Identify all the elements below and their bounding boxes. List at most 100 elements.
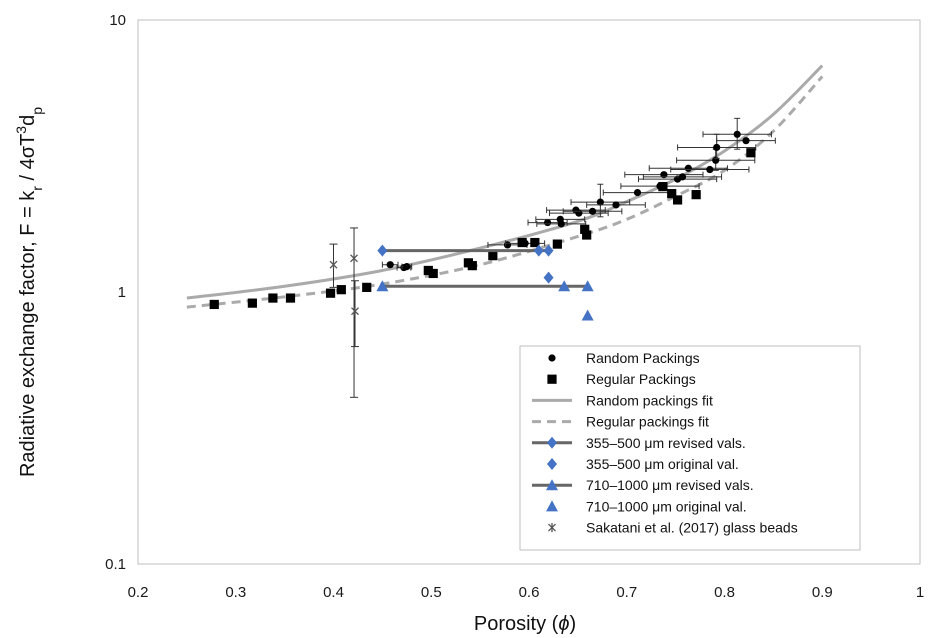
x-tick-label: 0.9	[812, 584, 833, 601]
legend-label: 710–1000 μm original val.	[586, 498, 747, 514]
data-point	[268, 293, 278, 303]
legend-item: Random Packings	[548, 350, 700, 366]
data-point	[713, 143, 721, 152]
data-point	[351, 306, 359, 316]
series-710-1000-m-revised-vals	[376, 280, 594, 292]
data-point	[543, 244, 554, 257]
legend-label: 355–500 μm revised vals.	[586, 435, 746, 451]
legend-swatch	[547, 374, 557, 384]
legend-swatch	[547, 436, 557, 449]
data-point	[742, 137, 750, 145]
data-point	[329, 260, 338, 270]
data-point	[575, 209, 583, 217]
legend-label: 355–500 μm original val.	[586, 456, 739, 472]
x-tick-label: 0.8	[714, 584, 735, 601]
legend-swatch	[547, 458, 557, 470]
x-tick-labels: 0.2 0.3 0.4 0.5 0.6 0.7 0.8 0.9 1	[128, 584, 925, 601]
data-point	[376, 280, 389, 292]
data-point	[362, 282, 372, 292]
legend-item: Regular packings fit	[532, 414, 709, 430]
x-tick-label: 0.4	[323, 584, 344, 601]
legend-item: 710–1000 μm original val.	[546, 498, 747, 514]
legend-item: Regular Packings	[547, 371, 696, 387]
x-tick-label: 0.3	[225, 584, 246, 601]
legend: Random Packings Regular Packings Random pa…	[519, 345, 861, 551]
series-355-500-m-original-val	[543, 271, 554, 284]
data-point	[580, 224, 590, 234]
data-point	[552, 239, 562, 249]
data-point	[658, 182, 668, 192]
data-point	[558, 280, 571, 292]
legend-box	[519, 345, 861, 551]
data-point	[503, 241, 512, 249]
data-point	[386, 261, 394, 269]
y-tick-labels: 0.1 1 10	[105, 12, 126, 573]
data-point	[247, 298, 257, 308]
data-point	[691, 190, 701, 200]
series-regular-packings	[209, 148, 756, 310]
x-tick-label: 0.5	[421, 584, 442, 601]
data-point	[377, 244, 388, 257]
legend-label: Regular Packings	[586, 371, 696, 387]
y-axis-title: Radiative exchange factor, F = kr / 4σT3…	[13, 107, 45, 477]
data-point	[530, 237, 540, 248]
data-point	[581, 309, 594, 321]
data-point	[678, 173, 687, 181]
fit-curve-regular-packings-fit	[186, 75, 824, 309]
y-tick-label: 1	[118, 284, 126, 301]
legend-swatch	[548, 523, 556, 533]
data-point	[209, 299, 219, 310]
data-point	[596, 198, 604, 206]
y-tick-label: 0.1	[105, 556, 126, 573]
data-points	[209, 117, 776, 398]
x-axis-title: Porosity (ϕ)	[474, 613, 576, 635]
legend-item: Random packings fit	[532, 392, 713, 408]
data-point	[325, 288, 336, 298]
x-tick-label: 0.2	[128, 584, 149, 601]
y-tick-label: 10	[109, 12, 126, 29]
series-710-1000-m-original-val	[581, 309, 594, 321]
legend-swatch	[548, 354, 556, 362]
data-point	[543, 218, 552, 227]
legend-swatch	[546, 479, 558, 491]
data-point	[517, 237, 527, 248]
data-point	[667, 189, 677, 199]
data-point	[612, 201, 620, 209]
data-point	[533, 244, 544, 257]
legend-item: 710–1000 μm revised vals.	[532, 477, 754, 493]
legend-label: Regular packings fit	[586, 414, 709, 430]
data-point	[712, 156, 720, 164]
data-point	[350, 253, 358, 263]
data-point	[581, 280, 594, 292]
data-point	[285, 293, 296, 303]
x-tick-label: 1	[916, 584, 924, 601]
legend-label: Random packings fit	[586, 392, 713, 408]
data-point	[543, 271, 554, 284]
data-point	[428, 268, 438, 279]
x-tick-label: 0.7	[616, 584, 637, 601]
legend-item: 355–500 μm original val.	[547, 456, 739, 472]
legend-label: 710–1000 μm revised vals.	[586, 477, 754, 493]
legend-label: Random Packings	[586, 350, 700, 366]
data-point	[672, 195, 683, 205]
x-tick-label: 0.6	[519, 584, 540, 601]
legend-label: Sakatani et al. (2017) glass beads	[586, 520, 798, 536]
data-point	[403, 262, 411, 271]
series-sakatani-et-al-2017-glass-beads	[329, 227, 360, 398]
series-355-500-m-revised-vals	[377, 244, 554, 257]
data-point	[633, 188, 642, 197]
data-point	[423, 265, 433, 276]
legend-item: Sakatani et al. (2017) glass beads	[548, 520, 798, 536]
legend-item: 355–500 μm revised vals.	[532, 435, 746, 451]
fit-curve-random-packings-fit	[186, 64, 824, 300]
data-point	[733, 130, 741, 138]
data-point	[488, 251, 498, 261]
data-point	[746, 148, 756, 158]
data-point	[588, 207, 597, 215]
data-point	[557, 220, 565, 228]
legend-swatch	[546, 500, 558, 512]
data-point	[336, 285, 346, 295]
data-point	[582, 230, 592, 240]
data-point	[684, 164, 692, 172]
